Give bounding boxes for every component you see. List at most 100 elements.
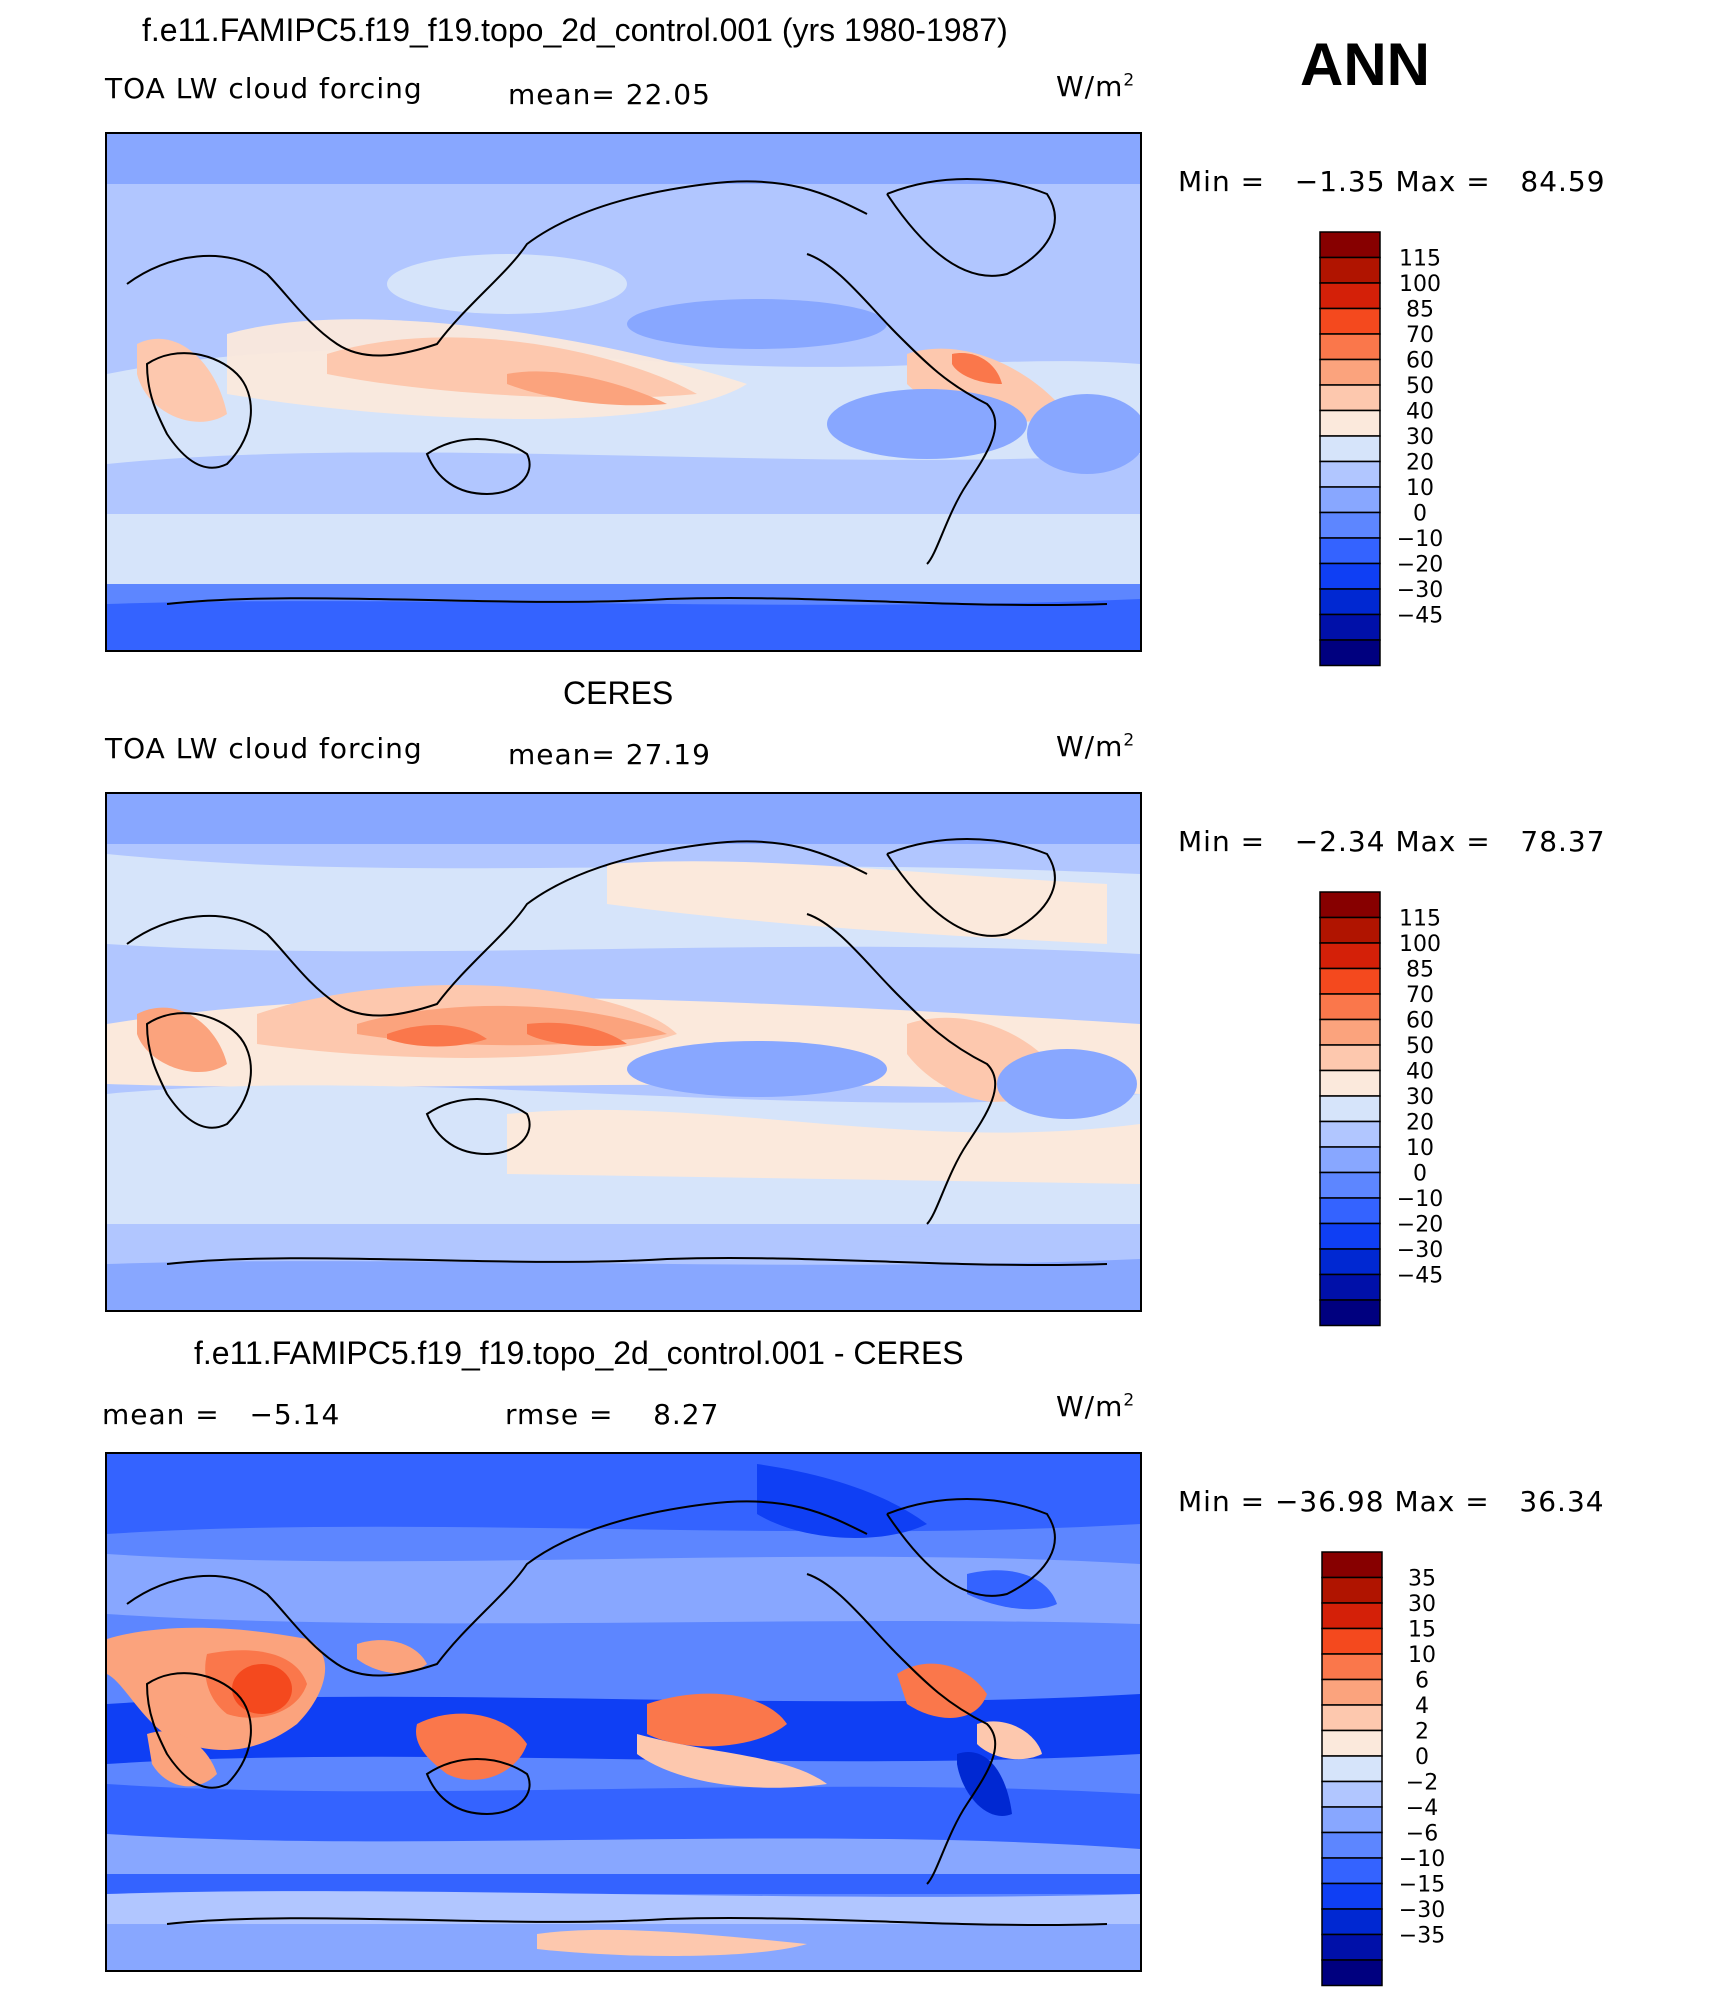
colorbar-swatch	[1321, 1551, 1383, 1579]
colorbar-swatch	[1321, 1755, 1383, 1783]
colorbar-tick-label: −20	[1397, 553, 1443, 578]
colorbar-tick-label: 10	[1408, 1643, 1436, 1668]
colorbar-tick-label: 60	[1406, 349, 1434, 374]
colorbar-swatch	[1319, 460, 1381, 488]
colorbar-swatch	[1321, 1627, 1383, 1655]
panel2-mean-label: mean= 27.19	[508, 738, 711, 771]
colorbar-swatch	[1319, 1069, 1381, 1097]
colorbar-tick-label: −10	[1399, 1847, 1445, 1872]
colorbar-swatch	[1321, 1806, 1383, 1834]
colorbar-tick-label: −20	[1397, 1213, 1443, 1238]
panel3-title: f.e11.FAMIPC5.f19_f19.topo_2d_control.00…	[194, 1335, 964, 1371]
panel2-map	[105, 792, 1142, 1312]
season-label: ANN	[1300, 31, 1430, 98]
colorbar-tick-label: 20	[1406, 1111, 1434, 1136]
colorbar-swatch	[1321, 1959, 1383, 1987]
colorbar-swatch	[1319, 1044, 1381, 1072]
colorbar-swatch	[1319, 942, 1381, 970]
colorbar-tick-label: −35	[1399, 1924, 1445, 1949]
colorbar-tick-label: 0	[1413, 1162, 1427, 1187]
colorbar-tick-label: 100	[1399, 932, 1441, 957]
colorbar-tick-label: 85	[1406, 298, 1434, 323]
colorbar-swatch	[1321, 1908, 1383, 1936]
panel3-minmax: Min = −36.98 Max = 36.34	[1178, 1485, 1605, 1518]
colorbar-tick-label: 6	[1415, 1669, 1429, 1694]
panel2-minmax: Min = −2.34 Max = 78.37	[1178, 825, 1606, 858]
colorbar-tick-label: −30	[1397, 1238, 1443, 1263]
colorbar-tick-label: 40	[1406, 400, 1434, 425]
colorbar-tick-label: −10	[1397, 1187, 1443, 1212]
colorbar-swatch	[1321, 1729, 1383, 1757]
colorbar-swatch	[1319, 1197, 1381, 1225]
colorbar-tick-label: 115	[1399, 247, 1441, 272]
colorbar-tick-label: −10	[1397, 527, 1443, 552]
colorbar-swatch	[1321, 1576, 1383, 1604]
colorbar-tick-label: 0	[1413, 502, 1427, 527]
panel1-map	[105, 132, 1142, 652]
colorbar-swatch	[1319, 1171, 1381, 1199]
colorbar-tick-label: 40	[1406, 1060, 1434, 1085]
colorbar-swatch	[1321, 1933, 1383, 1961]
colorbar-tick-label: −45	[1397, 604, 1443, 629]
colorbar-tick-label: 2	[1415, 1720, 1429, 1745]
colorbar-swatch	[1319, 1222, 1381, 1250]
colorbar-swatch	[1321, 1678, 1383, 1706]
colorbar-tick-label: −2	[1406, 1771, 1438, 1796]
colorbar-swatch	[1319, 639, 1381, 667]
colorbar-swatch	[1321, 1602, 1383, 1630]
colorbar-swatch	[1319, 1273, 1381, 1301]
panel2-minmax-text: Min = −2.34 Max = 78.37	[1178, 825, 1606, 858]
colorbar-swatch	[1319, 613, 1381, 641]
colorbar-tick-label: 4	[1415, 1694, 1429, 1719]
panel1-field-label: TOA LW cloud forcing	[105, 72, 423, 105]
colorbar-tick-label: 20	[1406, 451, 1434, 476]
colorbar-swatch	[1321, 1653, 1383, 1681]
colorbar-tick-label: 70	[1406, 323, 1434, 348]
colorbar-tick-label: 70	[1406, 983, 1434, 1008]
panel1-colorbar: 115 100 85 70 60 50 40 30 20 10 0 −10 −20 −30 −45	[1319, 231, 1480, 667]
panel1-minmax: Min = −1.35 Max = 84.59	[1178, 165, 1606, 198]
colorbar-swatch	[1319, 891, 1381, 919]
colorbar-swatch	[1319, 1299, 1381, 1327]
colorbar-swatch	[1319, 993, 1381, 1021]
colorbar-tick-label: 50	[1406, 374, 1434, 399]
colorbar-tick-label: −4	[1406, 1796, 1438, 1821]
colorbar-swatch	[1319, 916, 1381, 944]
colorbar-tick-label: 100	[1399, 272, 1441, 297]
colorbar-swatch	[1319, 435, 1381, 463]
colorbar-tick-label: 30	[1406, 425, 1434, 450]
colorbar-tick-label: 30	[1406, 1085, 1434, 1110]
colorbar-tick-label: −15	[1399, 1873, 1445, 1898]
colorbar-tick-label: 15	[1408, 1618, 1436, 1643]
colorbar-tick-label: 115	[1399, 907, 1441, 932]
colorbar-swatch	[1319, 486, 1381, 514]
colorbar-swatch	[1319, 1018, 1381, 1046]
colorbar-swatch	[1319, 384, 1381, 412]
colorbar-tick-label: 50	[1406, 1034, 1434, 1059]
panel3-unit: W/m2	[1056, 1390, 1136, 1423]
colorbar-swatch	[1319, 967, 1381, 995]
colorbar-tick-label: −6	[1406, 1822, 1438, 1847]
colorbar-swatch	[1319, 511, 1381, 539]
colorbar-swatch	[1319, 409, 1381, 437]
colorbar-swatch	[1321, 1780, 1383, 1808]
colorbar-swatch	[1321, 1857, 1383, 1885]
panel2-unit: W/m2	[1056, 730, 1136, 763]
colorbar-tick-label: 35	[1408, 1567, 1436, 1592]
panel2-title: CERES	[563, 675, 674, 711]
colorbar-tick-label: 0	[1415, 1745, 1429, 1770]
panel1-title: f.e11.FAMIPC5.f19_f19.topo_2d_control.00…	[142, 12, 1008, 48]
colorbar-tick-label: 10	[1406, 476, 1434, 501]
panel3-rmse-label: rmse = 8.27	[505, 1398, 720, 1431]
panel1-unit: W/m2	[1056, 70, 1136, 103]
colorbar-swatch	[1319, 282, 1381, 310]
colorbar-tick-label: −45	[1397, 1264, 1443, 1289]
colorbar-swatch	[1319, 256, 1381, 284]
colorbar-swatch	[1319, 307, 1381, 335]
colorbar-swatch	[1319, 231, 1381, 259]
colorbar-swatch	[1319, 1146, 1381, 1174]
colorbar-tick-label: 85	[1406, 958, 1434, 983]
colorbar-tick-label: 30	[1408, 1592, 1436, 1617]
colorbar-swatch	[1321, 1704, 1383, 1732]
panel1-minmax-text: Min = −1.35 Max = 84.59	[1178, 165, 1606, 198]
